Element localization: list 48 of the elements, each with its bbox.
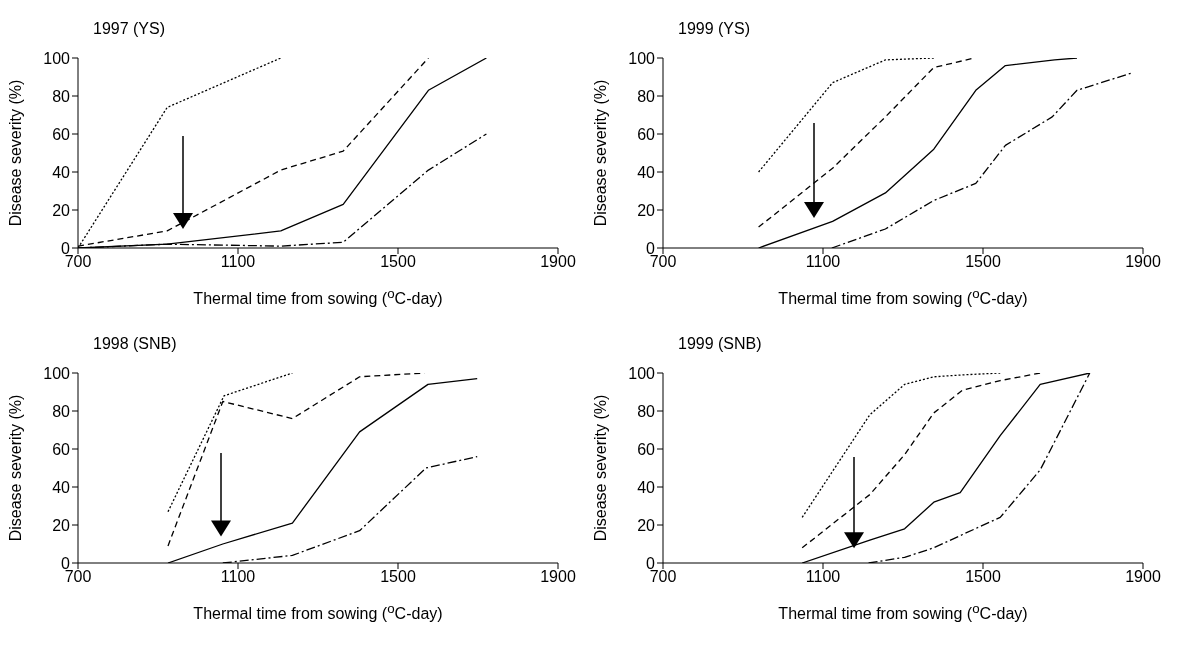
x-tick-label: 1500	[965, 568, 1001, 586]
x-tick-label: 1500	[380, 568, 416, 586]
y-tick-label: 40	[52, 478, 71, 496]
x-tick-label: 1100	[220, 253, 256, 271]
x-tick-label: 1500	[380, 253, 416, 271]
x-tick-label: 1900	[540, 253, 576, 271]
x-axis-title: Thermal time from sowing ($^{o}$C-day)	[777, 601, 1029, 624]
x-tick-label: 700	[649, 253, 677, 271]
x-axis-title: Thermal time from sowing ($^{o}$C-day)	[192, 286, 444, 309]
chart-title: 1999 (SNB)	[678, 335, 762, 353]
y-tick-label: 60	[637, 440, 656, 458]
x-tick-label: 1100	[220, 568, 256, 586]
y-axis-title: Disease severity (%)	[591, 79, 609, 227]
y-tick-label: 20	[52, 516, 71, 534]
y-axis-title: Disease severity (%)	[6, 394, 24, 542]
chart-title: 1999 (YS)	[678, 20, 751, 38]
x-tick-label: 1900	[1125, 253, 1161, 271]
y-tick-label: 40	[52, 163, 71, 181]
x-tick-label: 700	[64, 568, 92, 586]
y-tick-label: 100	[43, 49, 71, 67]
chart-title: 1997 (YS)	[93, 20, 166, 38]
y-axis-title: Disease severity (%)	[591, 394, 609, 542]
x-tick-label: 1900	[540, 568, 576, 586]
x-tick-label: 700	[64, 253, 92, 271]
y-tick-label: 100	[43, 364, 71, 382]
x-axis-title: Thermal time from sowing ($^{o}$C-day)	[777, 286, 1029, 309]
x-tick-label: 1100	[805, 568, 841, 586]
x-axis-title: Thermal time from sowing ($^{o}$C-day)	[192, 601, 444, 624]
y-tick-label: 40	[637, 163, 656, 181]
y-tick-label: 20	[637, 201, 656, 219]
y-tick-label: 60	[637, 125, 656, 143]
x-tick-label: 1100	[805, 253, 841, 271]
y-tick-label: 60	[52, 125, 71, 143]
x-tick-label: 700	[649, 568, 677, 586]
chart-title: 1998 (SNB)	[93, 335, 177, 353]
y-tick-label: 40	[637, 478, 656, 496]
y-tick-label: 100	[628, 364, 656, 382]
y-tick-label: 20	[637, 516, 656, 534]
y-tick-label: 80	[637, 402, 656, 420]
y-tick-label: 80	[637, 87, 656, 105]
y-tick-label: 80	[52, 87, 71, 105]
y-axis-title: Disease severity (%)	[6, 79, 24, 227]
y-tick-label: 20	[52, 201, 71, 219]
x-tick-label: 1500	[965, 253, 1001, 271]
y-tick-label: 60	[52, 440, 71, 458]
y-tick-label: 80	[52, 402, 71, 420]
x-tick-label: 1900	[1125, 568, 1161, 586]
y-tick-label: 100	[628, 49, 656, 67]
